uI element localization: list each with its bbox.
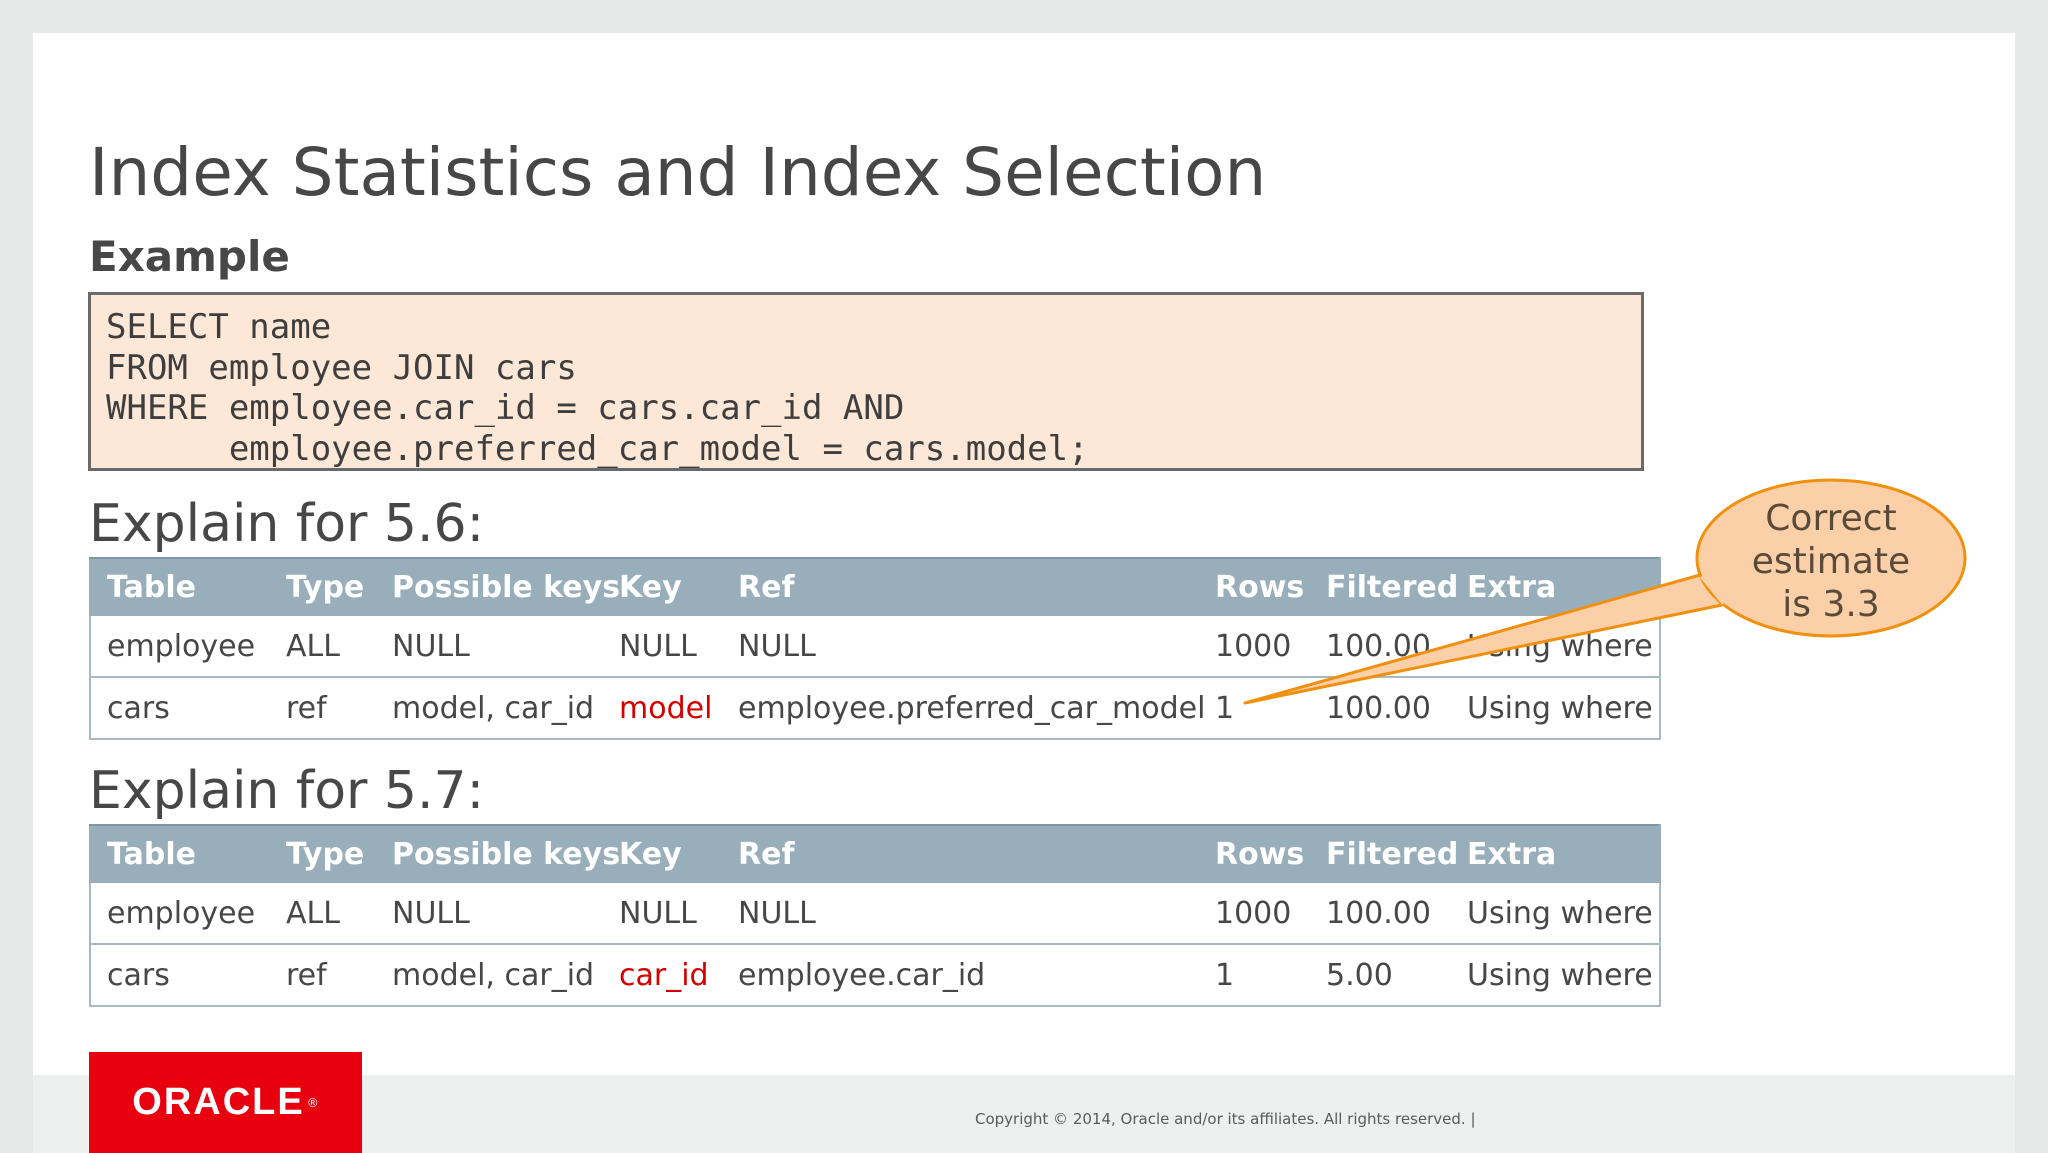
rows-estimate-cell: 1	[1199, 677, 1310, 740]
sql-line: employee.preferred_car_model = cars.mode…	[106, 428, 1089, 469]
sql-line: WHERE employee.car_id = cars.car_id AND	[106, 388, 905, 428]
registered-mark: ®	[306, 1095, 319, 1110]
column-header: Rows	[1199, 557, 1310, 616]
table-header-row: Table Type Possible keys Key Ref Rows Fi…	[89, 557, 1661, 616]
column-header: Extra	[1451, 824, 1661, 883]
table-cell: employee.preferred_car_model	[722, 677, 1205, 740]
chosen-key-cell: model	[603, 677, 722, 740]
table-cell: NULL	[376, 616, 603, 678]
chosen-key-cell: car_id	[603, 944, 722, 1007]
oracle-logo-text: ORACLE	[132, 1081, 305, 1123]
table-cell: NULL	[722, 883, 1199, 945]
column-header: Ref	[722, 557, 1199, 616]
column-header: Filtered	[1310, 824, 1458, 883]
table-cell: cars	[89, 944, 270, 1007]
column-header: Filtered	[1310, 557, 1458, 616]
column-header: Type	[270, 557, 376, 616]
table-cell: 1000	[1199, 883, 1310, 945]
column-header: Key	[603, 824, 722, 883]
column-header: Type	[270, 824, 376, 883]
table-row: cars ref model, car_id car_id employee.c…	[89, 944, 1661, 1007]
table-cell: Using where	[1451, 883, 1661, 945]
column-header: Extra	[1451, 557, 1661, 616]
callout-line: Correct	[1765, 498, 1897, 539]
table-cell: NULL	[376, 883, 603, 945]
table-cell: NULL	[603, 616, 722, 678]
table-cell: NULL	[722, 616, 1199, 678]
table-cell: 1	[1199, 944, 1310, 1007]
table-cell: ALL	[270, 616, 376, 678]
table-cell: employee	[89, 883, 270, 945]
callout-line: is 3.3	[1782, 584, 1880, 625]
table-cell: 100.00	[1310, 677, 1451, 740]
sql-line: FROM employee JOIN cars	[106, 347, 577, 388]
table-row: employee ALL NULL NULL NULL 1000 100.00 …	[89, 616, 1661, 678]
table-cell: ref	[270, 944, 376, 1007]
column-header: Possible keys	[376, 824, 620, 883]
table-cell: cars	[89, 677, 270, 740]
table-cell: model, car_id	[376, 944, 603, 1007]
table-row: employee ALL NULL NULL NULL 1000 100.00 …	[89, 883, 1661, 945]
table-cell: Using where	[1451, 677, 1661, 740]
table-cell: 100.00	[1310, 616, 1451, 678]
column-header: Rows	[1199, 824, 1310, 883]
table-header-row: Table Type Possible keys Key Ref Rows Fi…	[89, 824, 1661, 883]
table-cell: Using where	[1451, 616, 1661, 678]
explain-57-table: Table Type Possible keys Key Ref Rows Fi…	[89, 824, 1661, 1007]
slide-subtitle: Example	[89, 232, 290, 281]
explain-56-table: Table Type Possible keys Key Ref Rows Fi…	[89, 557, 1661, 740]
sql-line: SELECT name	[106, 307, 332, 347]
copyright-notice: Copyright © 2014, Oracle and/or its affi…	[975, 1110, 1476, 1128]
column-header: Possible keys	[376, 557, 620, 616]
column-header: Key	[603, 557, 722, 616]
table-row: cars ref model, car_id model employee.pr…	[89, 677, 1661, 740]
table-cell: employee.car_id	[722, 944, 1199, 1007]
sql-code-box: SELECT name FROM employee JOIN cars WHER…	[88, 292, 1644, 471]
column-header: Table	[89, 824, 270, 883]
table-cell: 5.00	[1310, 944, 1451, 1007]
footer-band	[33, 1075, 2015, 1153]
table-cell: 100.00	[1310, 883, 1451, 945]
oracle-logo: ORACLE ®	[89, 1052, 362, 1153]
sql-code: SELECT name FROM employee JOIN cars WHER…	[106, 307, 1089, 469]
table-cell: ref	[270, 677, 376, 740]
callout-text: Correct estimate is 3.3	[1698, 497, 1964, 626]
table-cell: NULL	[603, 883, 722, 945]
table-cell: ALL	[270, 883, 376, 945]
column-header: Ref	[722, 824, 1199, 883]
slide-title: Index Statistics and Index Selection	[89, 134, 1267, 211]
explain-56-heading: Explain for 5.6:	[89, 494, 485, 554]
column-header: Table	[89, 557, 270, 616]
table-cell: employee	[89, 616, 270, 678]
table-cell: model, car_id	[376, 677, 603, 740]
explain-57-heading: Explain for 5.7:	[89, 761, 485, 821]
table-cell: 1000	[1199, 616, 1310, 678]
callout-line: estimate	[1751, 541, 1911, 582]
table-cell: Using where	[1451, 944, 1661, 1007]
